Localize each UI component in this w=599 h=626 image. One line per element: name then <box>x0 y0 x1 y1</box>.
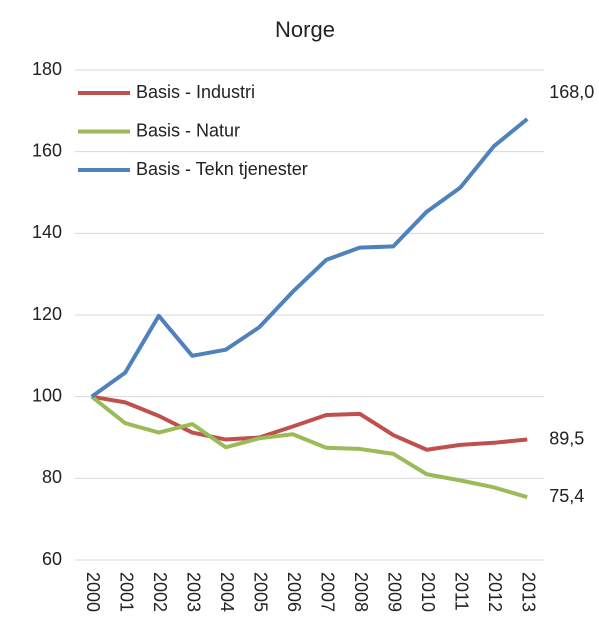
x-tick-label: 2000 <box>83 572 103 612</box>
y-tick-label: 160 <box>32 140 62 160</box>
x-tick-label: 2006 <box>284 572 304 612</box>
y-tick-label: 60 <box>42 549 62 569</box>
value-label: 75,4 <box>549 486 584 506</box>
x-tick-label: 2011 <box>452 572 472 611</box>
value-label: 89,5 <box>549 428 584 448</box>
x-tick-label: 2010 <box>418 572 438 612</box>
y-tick-label: 180 <box>32 59 62 79</box>
legend-label: Basis - Natur <box>136 120 240 140</box>
x-tick-label: 2002 <box>150 572 170 612</box>
y-tick-label: 140 <box>32 222 62 242</box>
x-tick-label: 2009 <box>385 572 405 612</box>
series-line <box>90 395 528 500</box>
y-tick-label: 100 <box>32 385 62 405</box>
legend-label: Basis - Industri <box>136 82 255 102</box>
x-tick-label: 2004 <box>217 572 237 612</box>
series-line <box>91 394 528 452</box>
y-tick-label: 120 <box>32 304 62 324</box>
value-label: 168,0 <box>549 82 594 102</box>
x-tick-label: 2007 <box>318 572 338 612</box>
chart-title: Norge <box>275 17 335 42</box>
series-line <box>90 117 529 399</box>
x-tick-label: 2003 <box>184 572 204 612</box>
legend-label: Basis - Tekn tjenester <box>136 159 308 179</box>
x-tick-label: 2013 <box>519 572 539 612</box>
x-tick-label: 2001 <box>117 572 137 612</box>
x-tick-label: 2012 <box>485 572 505 612</box>
y-tick-label: 80 <box>42 467 62 487</box>
x-tick-label: 2005 <box>251 572 271 612</box>
x-tick-label: 2008 <box>351 572 371 612</box>
